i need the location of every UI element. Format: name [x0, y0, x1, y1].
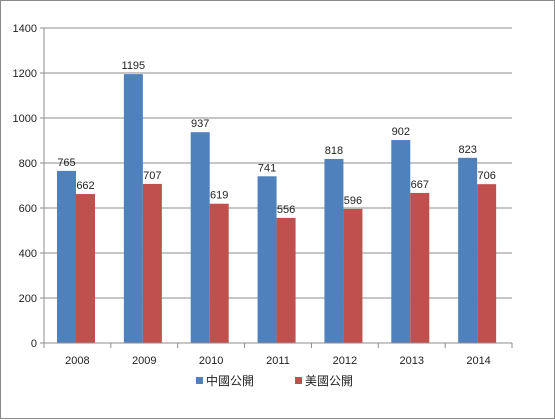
bar-series2	[343, 208, 363, 343]
x-tick-label: 2011	[266, 355, 290, 367]
data-label: 662	[76, 180, 94, 192]
data-label: 937	[191, 118, 209, 130]
bar-series1	[190, 132, 210, 343]
y-tick-label: 600	[19, 203, 37, 215]
x-tick-label: 2009	[132, 355, 156, 367]
y-tick-label: 0	[31, 338, 37, 350]
bar-series2	[276, 217, 296, 343]
legend-label: 中國公開	[206, 373, 254, 388]
legend-swatch	[295, 377, 302, 384]
x-tick-label: 2008	[65, 355, 89, 367]
y-axis-ticks: 0 200 400 600 800 1000 1200 1400	[13, 23, 45, 350]
bars	[57, 74, 497, 343]
y-tick-label: 1000	[13, 113, 37, 125]
y-tick-label: 400	[19, 248, 37, 260]
x-axis: 2008 2009 2010 2011 2012 2013 2014	[43, 342, 513, 367]
data-label: 619	[210, 190, 228, 202]
data-label: 556	[277, 204, 295, 216]
bar-series1	[123, 74, 143, 343]
x-tick-label: 2013	[399, 355, 423, 367]
data-label: 667	[411, 179, 429, 191]
bar-series1	[257, 176, 277, 343]
legend-label: 美國公開	[305, 374, 353, 388]
bar-series1	[458, 157, 478, 343]
bar-series2	[477, 184, 497, 343]
data-label: 741	[258, 162, 276, 174]
y-tick-label: 800	[19, 158, 37, 170]
bar-series1	[324, 158, 344, 343]
bar-series2	[76, 194, 95, 343]
data-label: 596	[344, 195, 362, 207]
data-label: 765	[57, 157, 75, 169]
y-tick-label: 1400	[13, 23, 37, 35]
y-tick-label: 200	[19, 293, 37, 305]
x-tick-label: 2014	[466, 355, 490, 367]
bar-series1	[391, 140, 411, 343]
data-label: 706	[477, 170, 495, 182]
y-tick-label: 1200	[13, 68, 37, 80]
data-label: 823	[458, 144, 476, 156]
bar-series2	[209, 203, 229, 343]
data-label: 818	[325, 145, 343, 157]
bar-series2	[410, 192, 430, 343]
data-label: 902	[392, 126, 410, 138]
legend: 中國公開 美國公開	[196, 373, 353, 388]
x-tick-label: 2010	[199, 355, 223, 367]
legend-swatch	[196, 377, 203, 384]
bar-series1	[57, 170, 76, 343]
data-label: 707	[143, 170, 161, 182]
bar-series2	[142, 183, 162, 343]
data-label: 1195	[122, 60, 146, 72]
x-tick-label: 2012	[333, 355, 357, 367]
